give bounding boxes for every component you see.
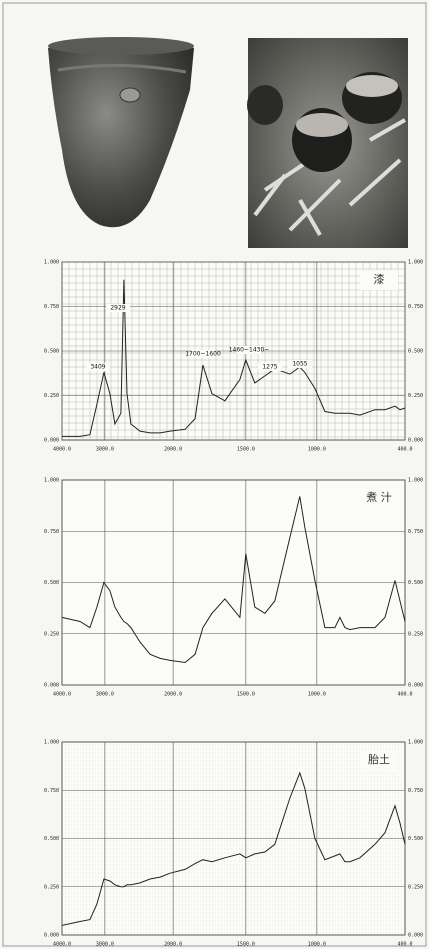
y-tick-label: 1.000 xyxy=(44,260,59,266)
peak-annotation: 1275 xyxy=(262,364,277,371)
figure: 4000.0 3000.0 2000.0 1500.0 1000.0 400.0 0.000… xyxy=(0,0,429,949)
y-tick-label-right: 1.000 xyxy=(408,740,423,746)
y-tick-label: 0.250 xyxy=(44,631,59,637)
x-tick-label: 1500.0 xyxy=(237,692,255,698)
y-tick-label: 0.750 xyxy=(44,304,59,310)
y-tick-label-right: 1.000 xyxy=(408,260,423,266)
y-tick-label-right: 0.500 xyxy=(408,836,423,842)
x-tick-label: 400.0 xyxy=(397,942,412,948)
y-tick-label: 0.500 xyxy=(44,349,59,355)
y-tick-label: 1.000 xyxy=(44,740,59,746)
y-tick-label-right: 0.000 xyxy=(408,438,423,444)
x-tick-label: 4000.0 xyxy=(53,692,71,698)
y-tick-label-right: 0.500 xyxy=(408,349,423,355)
x-tick-label: 3000.0 xyxy=(96,447,114,453)
x-tick-label: 1000.0 xyxy=(308,942,326,948)
x-tick-label: 2000.0 xyxy=(164,942,182,948)
x-tick-label: 1000.0 xyxy=(308,447,326,453)
y-tick-label: 0.750 xyxy=(44,529,59,535)
y-tick-label: 0.000 xyxy=(44,438,59,444)
y-tick-label-right: 0.250 xyxy=(408,884,423,890)
peak-annotation: 1055 xyxy=(292,361,307,368)
peak-annotation: 2929 xyxy=(110,305,125,312)
x-tick-label: 4000.0 xyxy=(53,942,71,948)
x-tick-label: 3000.0 xyxy=(96,692,114,698)
peak-annotation: 1460~1430~ xyxy=(229,347,270,354)
y-tick-label: 0.000 xyxy=(44,683,59,689)
y-tick-label: 0.500 xyxy=(44,580,59,586)
page: 4000.0 3000.0 2000.0 1500.0 1000.0 400.0 0.000… xyxy=(0,0,429,949)
panel-label: 漆 xyxy=(374,273,385,286)
x-tick-label: 400.0 xyxy=(397,692,412,698)
x-tick-label: 2000.0 xyxy=(164,692,182,698)
peak-annotation: 3409 xyxy=(90,364,105,371)
peak-annotation: 1700~1600 xyxy=(185,351,221,358)
photo-cooking xyxy=(247,38,408,248)
y-tick-label: 0.000 xyxy=(44,933,59,939)
y-tick-label: 0.250 xyxy=(44,393,59,399)
panel-label: 煮 汁 xyxy=(366,491,392,504)
y-tick-label-right: 0.250 xyxy=(408,393,423,399)
x-tick-label: 1500.0 xyxy=(237,447,255,453)
y-tick-label-right: 0.750 xyxy=(408,304,423,310)
y-tick-label-right: 0.750 xyxy=(408,788,423,794)
y-tick-label-right: 1.000 xyxy=(408,478,423,484)
panel-label: 胎土 xyxy=(368,752,390,766)
photo-vessel xyxy=(48,37,194,227)
y-tick-label: 0.500 xyxy=(44,836,59,842)
y-tick-label: 0.250 xyxy=(44,884,59,890)
x-tick-label: 4000.0 xyxy=(53,447,71,453)
x-tick-label: 400.0 xyxy=(397,447,412,453)
y-tick-label-right: 0.250 xyxy=(408,631,423,637)
y-tick-label-right: 0.000 xyxy=(408,683,423,689)
x-tick-label: 1500.0 xyxy=(237,942,255,948)
y-tick-label: 1.000 xyxy=(44,478,59,484)
x-tick-label: 3000.0 xyxy=(96,942,114,948)
y-tick-label-right: 0.500 xyxy=(408,580,423,586)
y-tick-label-right: 0.000 xyxy=(408,933,423,939)
x-tick-label: 2000.0 xyxy=(164,447,182,453)
x-tick-label: 1000.0 xyxy=(308,692,326,698)
y-tick-label: 0.750 xyxy=(44,788,59,794)
y-tick-label-right: 0.750 xyxy=(408,529,423,535)
